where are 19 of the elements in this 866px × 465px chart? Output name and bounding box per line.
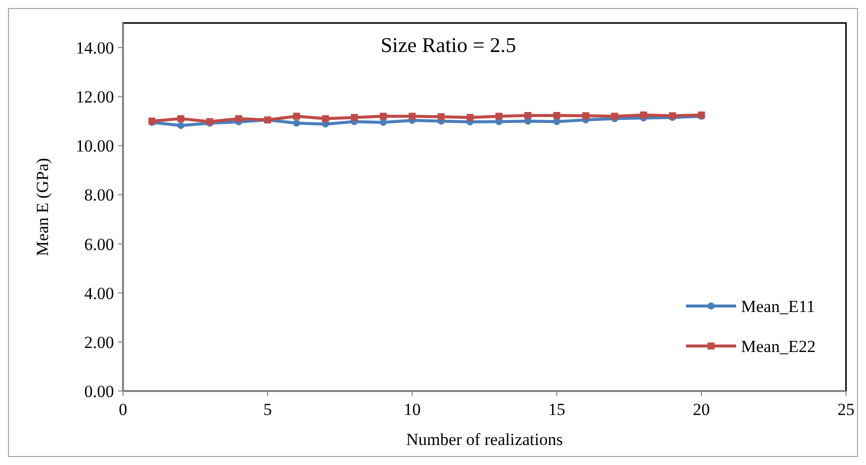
x-tick-label: 15 (548, 400, 566, 419)
y-tick-label: 6.00 (84, 234, 114, 254)
x-tick-label: 20 (692, 400, 710, 419)
y-tick-label: 4.00 (84, 284, 114, 303)
x-tick-label: 25 (838, 400, 854, 419)
y-axis-title: Mean E (GPa) (33, 158, 52, 256)
y-tick-label: 8.00 (84, 186, 114, 205)
x-tick-label: 5 (263, 400, 272, 419)
y-tick-label: 12.00 (76, 88, 114, 107)
x-tick-label: 0 (118, 400, 128, 419)
y-tick-label: 14.00 (76, 38, 114, 58)
x-axis-title: Number of realizations (406, 430, 563, 449)
y-tick-label: 10.00 (76, 136, 114, 156)
text: Size Ratio = 2.5 (380, 33, 516, 57)
y-tick-label: 2.00 (84, 332, 114, 352)
legend-label: Mean_E11 (741, 296, 815, 316)
x-tick-label: 10 (404, 400, 421, 419)
legend-label: Mean_E22 (741, 336, 816, 356)
y-tick-label: 0.00 (84, 382, 114, 401)
